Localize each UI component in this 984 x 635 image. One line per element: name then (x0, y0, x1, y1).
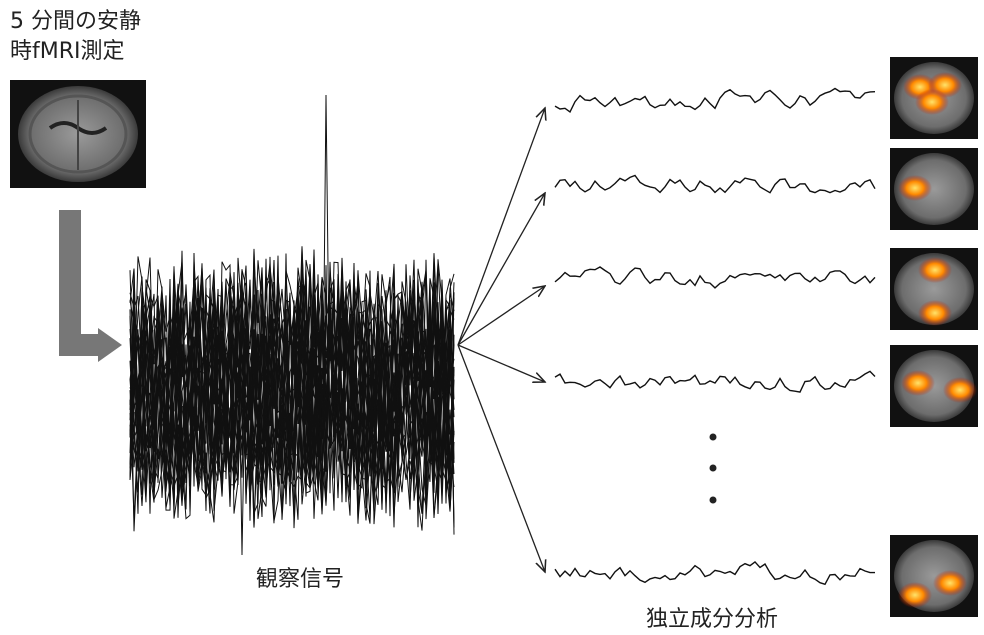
activation (918, 300, 952, 326)
ica-label: 独立成分分析 (646, 607, 778, 632)
activation (901, 370, 935, 396)
title-line: 5 分間の安静 (10, 9, 141, 34)
brain-map (890, 345, 978, 427)
arrow (458, 108, 545, 345)
activation (918, 257, 952, 283)
component-trace (555, 267, 875, 288)
activation (943, 377, 977, 403)
component-trace (555, 562, 875, 584)
process-arrow (70, 210, 100, 345)
component-trace (555, 89, 875, 112)
arrow (458, 345, 545, 572)
activation (915, 89, 949, 115)
mri-image (10, 80, 146, 188)
brain-map (890, 57, 978, 139)
brain-map (890, 535, 978, 617)
brain-map (890, 248, 978, 330)
observed-signals (130, 95, 454, 555)
diagram: 5 分間の安静 時fMRI測定 観察信号 独立成分分析 (0, 0, 984, 635)
activation (898, 175, 932, 201)
arrow (458, 193, 545, 345)
activation (933, 570, 967, 596)
arrow (458, 345, 545, 382)
components (555, 89, 875, 585)
component-trace (555, 371, 875, 392)
process-arrow-head (98, 328, 122, 362)
activation (898, 582, 932, 608)
arrow (458, 286, 545, 345)
fan-arrows (458, 108, 545, 572)
observed-label: 観察信号 (256, 567, 344, 592)
title-line: 時fMRI測定 (10, 39, 125, 64)
brain-map (890, 148, 978, 230)
brain-maps (890, 57, 978, 617)
component-trace (555, 176, 875, 193)
ellipsis (710, 434, 717, 504)
